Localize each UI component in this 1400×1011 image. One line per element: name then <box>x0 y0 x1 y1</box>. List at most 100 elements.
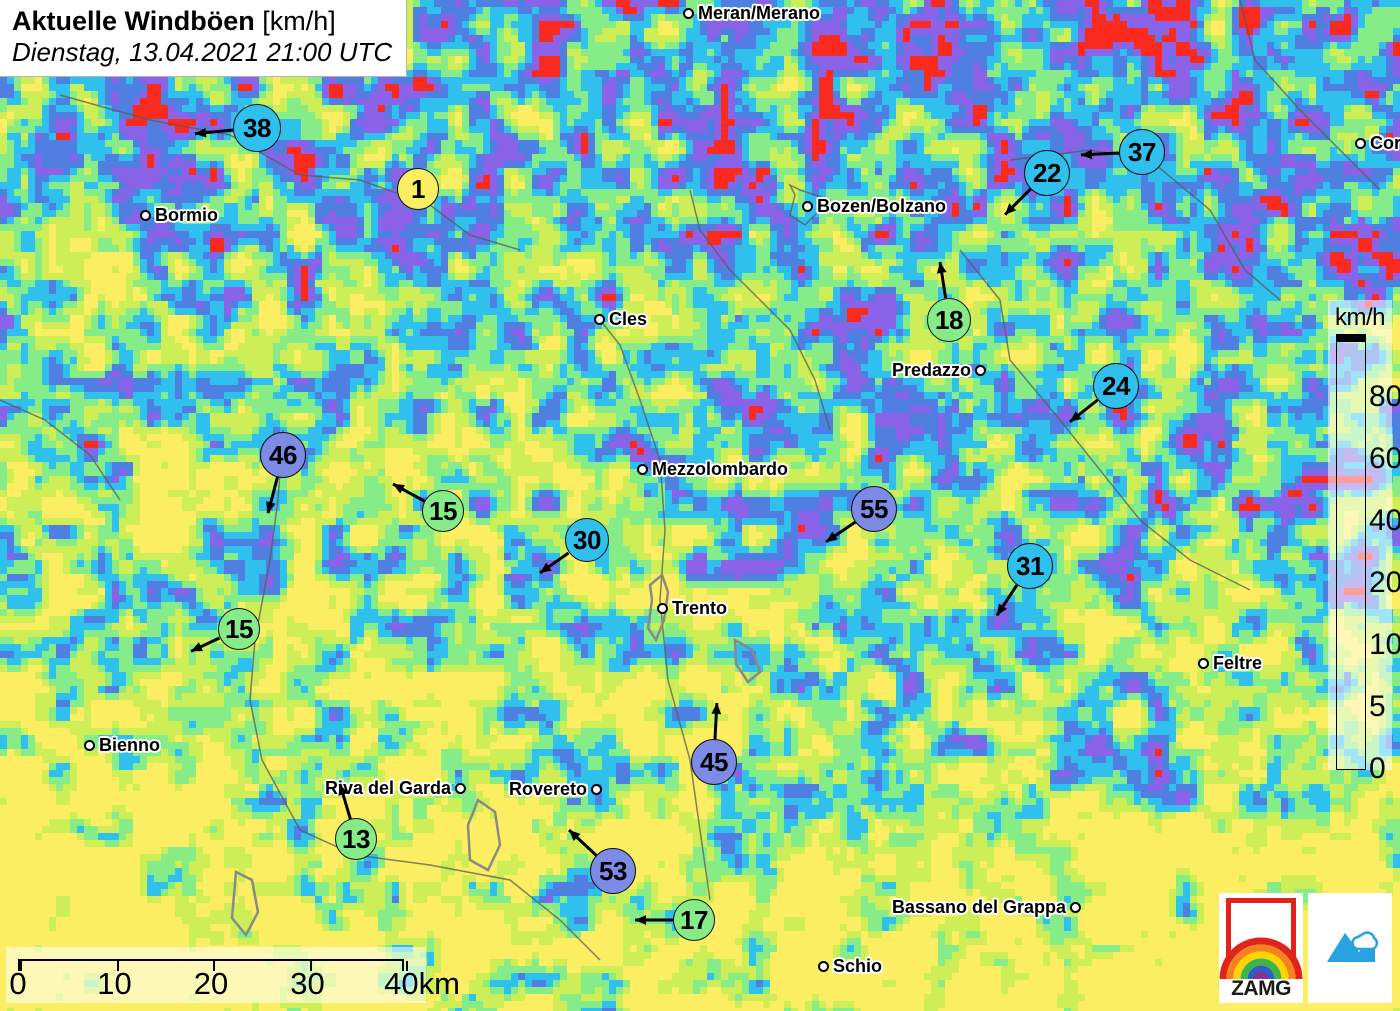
legend-tick-40: 40 <box>1369 504 1400 537</box>
scale-tick-0 <box>20 961 22 971</box>
scale-bar: 0 10 20 30 40km <box>6 947 460 1003</box>
city-name: Bozen/Bolzano <box>817 196 946 216</box>
zamg-logo[interactable]: ZAMG <box>1219 893 1303 1003</box>
city-name: Bassano del Grappa <box>891 897 1066 917</box>
legend-unit-label: km/h <box>1334 304 1386 331</box>
scale-tick-40 <box>406 961 408 971</box>
city-label: Cles <box>594 309 647 330</box>
timestamp-label: Dienstag, 13.04.2021 21:00 UTC <box>12 37 393 67</box>
city-name: Predazzo <box>891 360 971 380</box>
city-marker-dot-icon <box>1198 658 1209 669</box>
scale-label-10: 10 <box>97 966 132 1001</box>
rainbow-icon <box>1219 937 1303 980</box>
wind-gust-value-badge[interactable]: 45 <box>691 739 737 785</box>
legend-band-20-40 <box>1337 338 1365 339</box>
city-name: Bormio <box>155 205 218 225</box>
wind-gust-value-badge[interactable]: 17 <box>673 899 715 941</box>
wind-gust-value-badge[interactable]: 22 <box>1024 150 1070 196</box>
city-marker-dot-icon <box>1070 902 1081 913</box>
legend-band-0-5 <box>1337 341 1365 342</box>
city-label: Rovereto <box>509 779 602 800</box>
city-marker-dot-icon <box>802 201 813 212</box>
scale-bar-rule <box>18 959 408 971</box>
city-name: Feltre <box>1213 653 1263 673</box>
wind-gust-value-badge[interactable]: 31 <box>1007 543 1053 589</box>
mountain-cloud-icon <box>1327 931 1379 962</box>
city-marker-dot-icon <box>657 603 668 614</box>
wind-gust-value-badge[interactable]: 13 <box>335 818 377 860</box>
legend-colorbar: km/h 80 60 40 20 10 5 0 <box>1328 300 1400 784</box>
city-name: Rovereto <box>508 779 587 799</box>
page-title: Aktuelle Windböen [km/h] <box>12 6 392 37</box>
city-marker-dot-icon <box>455 783 466 794</box>
city-marker-dot-icon <box>84 740 95 751</box>
legend-tick-0: 0 <box>1369 752 1386 785</box>
wind-gust-value-badge[interactable]: 18 <box>927 298 971 342</box>
city-label: Bormio <box>140 205 218 226</box>
zamg-logo-frame <box>1226 898 1296 960</box>
city-name: Riva del Garda <box>324 778 451 798</box>
legend-tick-60: 60 <box>1369 442 1400 475</box>
legend-band-5-10 <box>1337 340 1365 341</box>
wind-gust-value-badge[interactable]: 53 <box>590 848 636 894</box>
city-marker-dot-icon <box>591 784 602 795</box>
legend-tick-20: 20 <box>1369 566 1400 599</box>
legend-gradient-bar: 80 60 40 20 10 5 0 <box>1336 334 1400 784</box>
map-title-box: Aktuelle Windböen [km/h] Dienstag, 13.04… <box>0 0 408 77</box>
city-marker-dot-icon <box>818 961 829 972</box>
city-marker-dot-icon <box>683 8 694 19</box>
city-label: Meran/Merano <box>683 3 820 24</box>
wind-gust-value-badge[interactable]: 1 <box>397 168 439 210</box>
city-label: Bassano del Grappa <box>892 897 1081 918</box>
legend-band-10-20 <box>1337 339 1365 340</box>
city-marker-dot-icon <box>975 365 986 376</box>
city-name: Schio <box>833 956 883 976</box>
city-name: Trento <box>672 598 728 618</box>
wind-gust-value-badge[interactable]: 55 <box>851 486 897 532</box>
scale-tick-30 <box>309 961 312 971</box>
wind-gust-value-badge[interactable]: 15 <box>422 490 464 532</box>
scale-label-30: 30 <box>290 966 325 1001</box>
mountain-cloud-logo[interactable] <box>1308 893 1392 1003</box>
legend-band-40-60 <box>1337 337 1365 338</box>
title-unit-text: [km/h] <box>262 6 336 36</box>
scale-label-20: 20 <box>193 966 229 1001</box>
wind-gust-value-badge[interactable]: 30 <box>565 518 609 562</box>
city-label: Feltre <box>1198 653 1262 674</box>
city-marker-dot-icon <box>1355 138 1366 149</box>
city-label: Bozen/Bolzano <box>802 196 946 217</box>
legend-tick-80: 80 <box>1369 380 1400 413</box>
city-label: Predazzo <box>892 360 986 381</box>
wind-gust-value-badge[interactable]: 46 <box>260 432 306 478</box>
city-marker-dot-icon <box>140 210 151 221</box>
city-name: Cles <box>609 309 648 329</box>
city-name: Meran/Merano <box>698 3 821 23</box>
legend-band-60-80 <box>1337 336 1365 337</box>
scale-tick-20 <box>213 961 215 971</box>
city-label: Riva del Garda <box>325 778 466 799</box>
city-label: Schio <box>818 956 882 977</box>
wind-gust-value-badge[interactable]: 38 <box>233 104 281 152</box>
city-name: Mezzolombardo <box>652 459 789 479</box>
city-name: Cortina <box>1370 133 1400 153</box>
zamg-logo-text: ZAMG <box>1231 977 1291 1000</box>
legend-tick-5: 5 <box>1369 690 1386 723</box>
city-marker-dot-icon <box>637 464 648 475</box>
logo-group: ZAMG <box>1219 893 1392 1003</box>
city-label: Bienno <box>84 735 160 756</box>
city-label: Trento <box>657 598 727 619</box>
legend-band-80- <box>1337 335 1365 336</box>
city-label: Cortina <box>1355 133 1400 154</box>
scale-label-40: 40km <box>384 966 460 1001</box>
wind-gust-value-badge[interactable]: 37 <box>1119 129 1165 175</box>
city-name: Bienno <box>99 735 160 755</box>
wind-gust-value-badge[interactable]: 24 <box>1093 363 1139 409</box>
scale-label-0: 0 <box>9 966 27 1001</box>
city-marker-dot-icon <box>594 314 605 325</box>
wind-gust-value-badge[interactable]: 15 <box>218 608 260 650</box>
title-main-text: Aktuelle Windböen <box>12 6 255 36</box>
city-label: Mezzolombardo <box>637 459 788 480</box>
scale-tick-10 <box>116 961 119 971</box>
